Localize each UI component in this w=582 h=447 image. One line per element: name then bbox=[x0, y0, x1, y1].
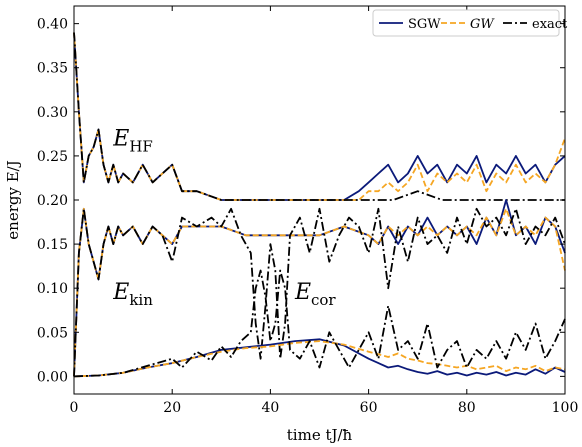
series-line-gw-kin bbox=[73, 207, 566, 377]
x-tick-label: 0 bbox=[70, 400, 79, 416]
plot-frame bbox=[73, 5, 566, 395]
y-tick-label: 0.35 bbox=[37, 61, 68, 77]
annotations: EHF Ekin Ecor bbox=[112, 126, 336, 308]
series-line-exact-kin bbox=[73, 207, 566, 377]
y-tick-label: 0.15 bbox=[37, 237, 68, 253]
legend: SGW GW exact bbox=[372, 9, 568, 37]
y-tick-label: 0.00 bbox=[37, 369, 68, 385]
series-layer bbox=[73, 32, 566, 378]
annotation-e-cor: Ecor bbox=[294, 280, 336, 309]
series-line-exact-cor bbox=[73, 269, 566, 378]
y-tick-label: 0.05 bbox=[37, 325, 68, 341]
x-tick-label: 60 bbox=[360, 400, 378, 416]
legend-box bbox=[372, 9, 560, 37]
legend-label-exact: exact bbox=[532, 17, 568, 32]
x-tick-label: 100 bbox=[552, 400, 579, 416]
annotation-e-kin: Ekin bbox=[112, 280, 153, 309]
y-tick-label: 0.10 bbox=[37, 281, 68, 297]
annotation-e-hf: EHF bbox=[112, 126, 153, 155]
series-line-sgw-cor bbox=[73, 338, 566, 378]
x-tick-label: 80 bbox=[458, 400, 476, 416]
x-axis-label: time tJ/ħ bbox=[287, 426, 353, 444]
legend-label-gw: GW bbox=[470, 17, 495, 32]
y-axis-label: energy E/J bbox=[4, 160, 22, 239]
x-tick-label: 40 bbox=[261, 400, 279, 416]
y-tick-label: 0.30 bbox=[37, 105, 68, 121]
y-tick-label: 0.40 bbox=[37, 17, 68, 33]
y-tick-label: 0.20 bbox=[37, 193, 68, 209]
series-line-exact-hf bbox=[73, 32, 565, 201]
legend-label-sgw: SGW bbox=[408, 17, 441, 32]
series-line-gw-hf bbox=[73, 32, 566, 201]
ticks-layer: 0 20 40 60 80 100 0.00 0.05 0.10 0.15 0.20 0.25 0.30… bbox=[37, 6, 579, 416]
x-tick-label: 20 bbox=[163, 400, 181, 416]
y-tick-label: 0.25 bbox=[37, 149, 68, 165]
